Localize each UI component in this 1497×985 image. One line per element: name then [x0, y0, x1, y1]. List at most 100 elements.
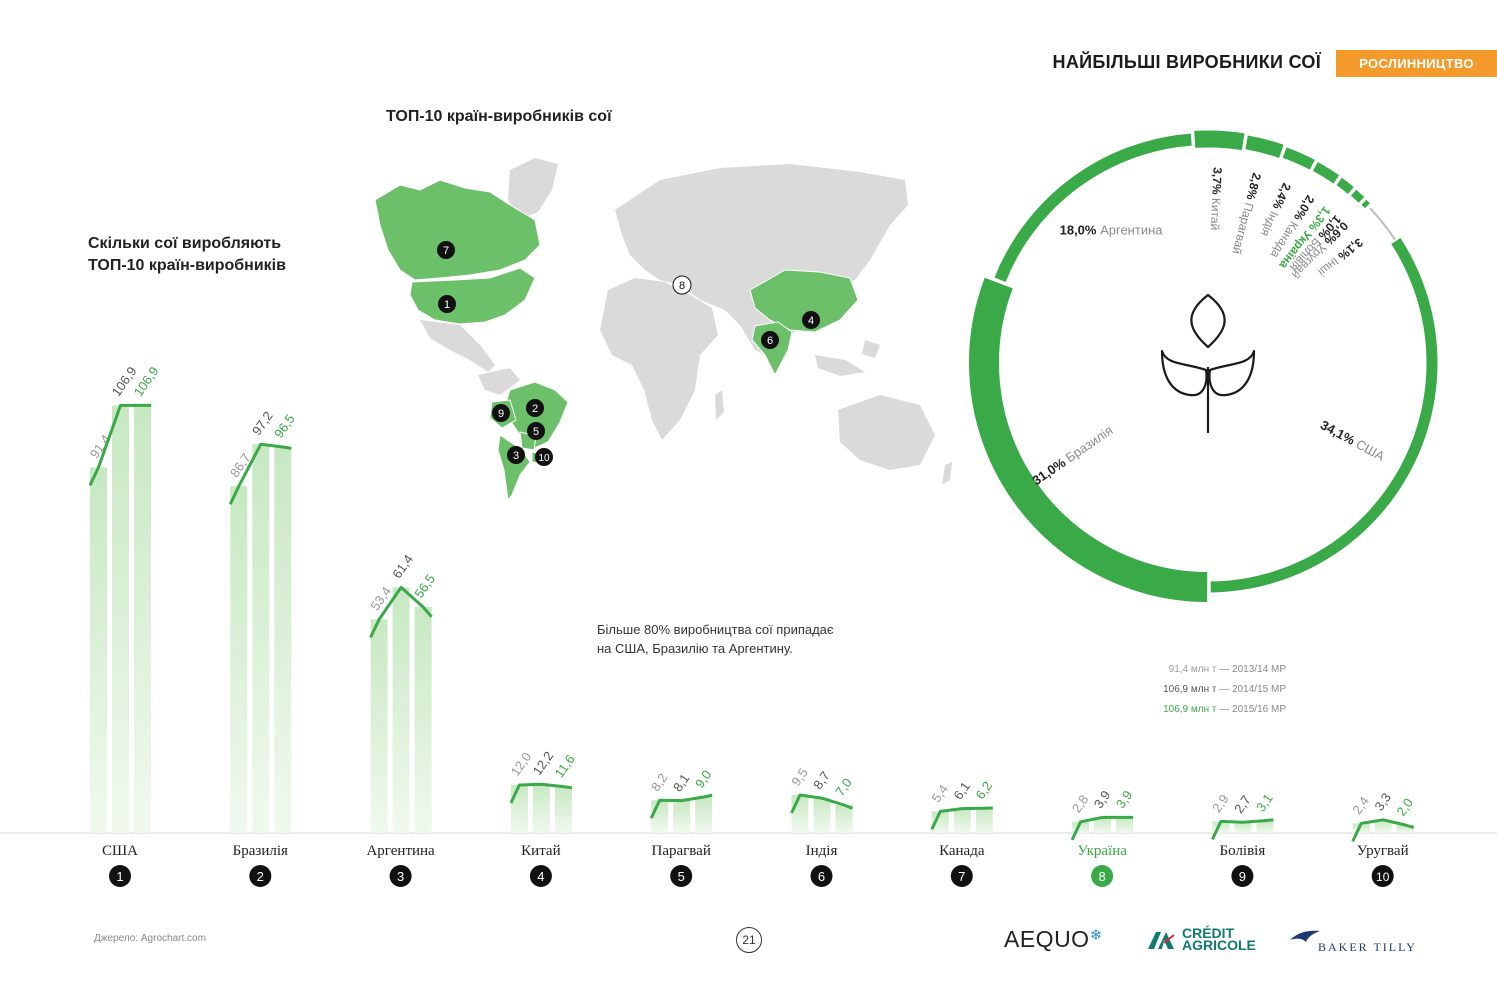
ring-label-3: 18,0% Аргентина [1060, 223, 1164, 238]
ring-label-name: Бразилія [1063, 423, 1116, 466]
chart-note-line2: на США, Бразилію та Аргентину. [597, 641, 793, 656]
chart-note: Більше 80% виробництва сої припадає на С… [597, 620, 877, 658]
value-label-2-3: 96,5 [271, 411, 298, 440]
bar-chart-title-line1: Скільки сої виробляють [88, 235, 282, 252]
svg-text:8: 8 [679, 280, 685, 292]
svg-text:34,1% США: 34,1% США [1318, 417, 1387, 464]
rank-label-9: 9 [1239, 869, 1246, 884]
trend-line-3 [369, 585, 433, 639]
value-label-6-1: 9,5 [788, 765, 811, 788]
baker-tilly-logo: BAKER TILLY [1288, 928, 1422, 954]
map-marker-bolivia: 9 [492, 404, 510, 422]
country-group-4: 12,012,211,6 Китай 4 [508, 749, 578, 887]
value-label-5-3: 9,0 [692, 767, 715, 790]
value-label-9-1: 2,9 [1209, 792, 1232, 815]
rank-label-3: 3 [397, 869, 404, 884]
rank-badge-5 [670, 865, 693, 887]
svg-text:10: 10 [538, 453, 550, 464]
trend-line-6 [790, 793, 854, 814]
bar-chart: 91,4106,9106,9США186,797,296,5Бразилія25… [0, 364, 1497, 887]
value-label-8-3: 3,9 [1113, 788, 1136, 811]
ring-label-value: 3,7% [1209, 167, 1224, 198]
legend-season: — 2015/16 МР [1219, 704, 1286, 715]
country-group-9: 2,9 2,7 3,1 Болівія 9 [1209, 791, 1276, 887]
ring-slice-8 [1336, 177, 1354, 194]
bar-6-1 [791, 795, 809, 833]
bar-8-3 [1116, 817, 1134, 833]
trend-line-5 [649, 793, 713, 819]
map-marker-brazil: 2 [526, 399, 544, 417]
country-name-3: Аргентина [366, 843, 435, 859]
value-label-7-2: 6,1 [950, 779, 973, 802]
rank-label-1: 1 [116, 869, 123, 884]
rank-badge-8 [1091, 865, 1114, 887]
rank-label-5: 5 [678, 869, 685, 884]
ring-label-2: 31,0% Бразилія [1029, 423, 1115, 489]
country-name-6: Індія [806, 843, 838, 859]
ring-slice-5 [1245, 135, 1284, 158]
value-label-6-2: 8,7 [810, 769, 833, 792]
baker-tilly-bird-icon [1290, 930, 1320, 942]
value-label-5-1: 8,2 [648, 771, 671, 794]
country-name-9: Болівія [1220, 843, 1266, 859]
bar-1-2 [112, 405, 129, 833]
rank-badge-9 [1231, 865, 1254, 887]
svg-text:2: 2 [532, 403, 538, 415]
value-label-3-1: 53,4 [367, 584, 394, 613]
legend-row-2: 106,9 млн т — 2014/15 МР [1070, 684, 1286, 695]
rank-badge-2 [249, 865, 272, 887]
trend-line-2 [228, 442, 292, 505]
country-name-7: Канада [939, 843, 985, 859]
trend-line-1 [88, 403, 151, 487]
ring-label-name: Китай [1208, 198, 1224, 231]
ring-label-value: 31,0% [1029, 453, 1071, 488]
country-group-6: 9,5 8,7 7,0 Індія 6 [788, 765, 855, 887]
ring-label-name: США [1354, 436, 1388, 464]
value-label-10-2: 3,3 [1371, 790, 1394, 813]
rank-badge-3 [389, 865, 412, 887]
country-name-4: Китай [521, 843, 560, 859]
svg-text:18,0% Аргентина: 18,0% Аргентина [1060, 223, 1164, 238]
bar-5-1 [651, 800, 669, 833]
ring-slice-6 [1282, 147, 1315, 170]
svg-text:5: 5 [533, 426, 539, 438]
country-group-10: 2,4 3,3 2,0 Уругвай 10 [1349, 790, 1416, 887]
bar-5-2 [673, 800, 691, 833]
map-marker-argentina: 3 [507, 446, 525, 464]
legend-row-3: 106,9 млн т — 2015/16 МР [1070, 704, 1286, 715]
value-label-3-3: 56,5 [411, 571, 438, 600]
map-markers: 1 2 3 4 5 6 7 8 9 10 [437, 241, 820, 466]
map-marker-canada: 7 [437, 241, 455, 259]
ring-label-5: 2,8% Парагвай [1229, 172, 1263, 256]
bar-2-2 [252, 444, 270, 833]
trend-line-7 [930, 806, 993, 831]
rank-badge-6 [810, 865, 833, 887]
credit-agricole-line1: CRÉDIT [1182, 925, 1235, 941]
bar-chart-title: Скільки сої виробляють ТОП-10 країн-виро… [88, 233, 348, 277]
ring-label-name: Аргентина [1100, 223, 1163, 238]
ring-labels: 34,1% США 31,0% Бразилія 18,0% Аргентина 3,… [1029, 167, 1387, 488]
value-label-10-1: 2,4 [1349, 794, 1372, 817]
trend-line-9 [1211, 818, 1274, 841]
rank-badge-1 [109, 865, 131, 887]
legend-value: 106,9 млн т [1163, 704, 1217, 715]
ring-layer [969, 130, 1438, 602]
bar-2-1 [230, 486, 248, 833]
bar-3-3 [414, 607, 432, 833]
ring-label-value: 34,1% [1318, 417, 1361, 449]
svg-text:2,8% Парагвай: 2,8% Парагвай [1229, 172, 1263, 256]
page-title: НАЙБІЛЬШІ ВИРОБНИКИ СОЇ [1052, 52, 1321, 72]
value-label-9-3: 3,1 [1253, 791, 1276, 814]
bar-3-2 [392, 587, 410, 833]
country-name-8: Україна [1077, 843, 1127, 859]
trend-line-4 [509, 782, 573, 804]
bar-5-3 [695, 797, 713, 833]
value-label-4-1: 12,0 [508, 749, 535, 778]
world-map: 1 2 3 4 5 6 7 8 9 10 [374, 158, 952, 502]
value-label-4-3: 11,6 [552, 752, 578, 781]
bar-4-2 [532, 784, 550, 833]
map-marker-china: 4 [802, 311, 820, 329]
rank-label-8: 8 [1098, 869, 1105, 884]
ring-label-value: 18,0% [1060, 223, 1100, 238]
country-name-2: Бразилія [233, 843, 288, 859]
